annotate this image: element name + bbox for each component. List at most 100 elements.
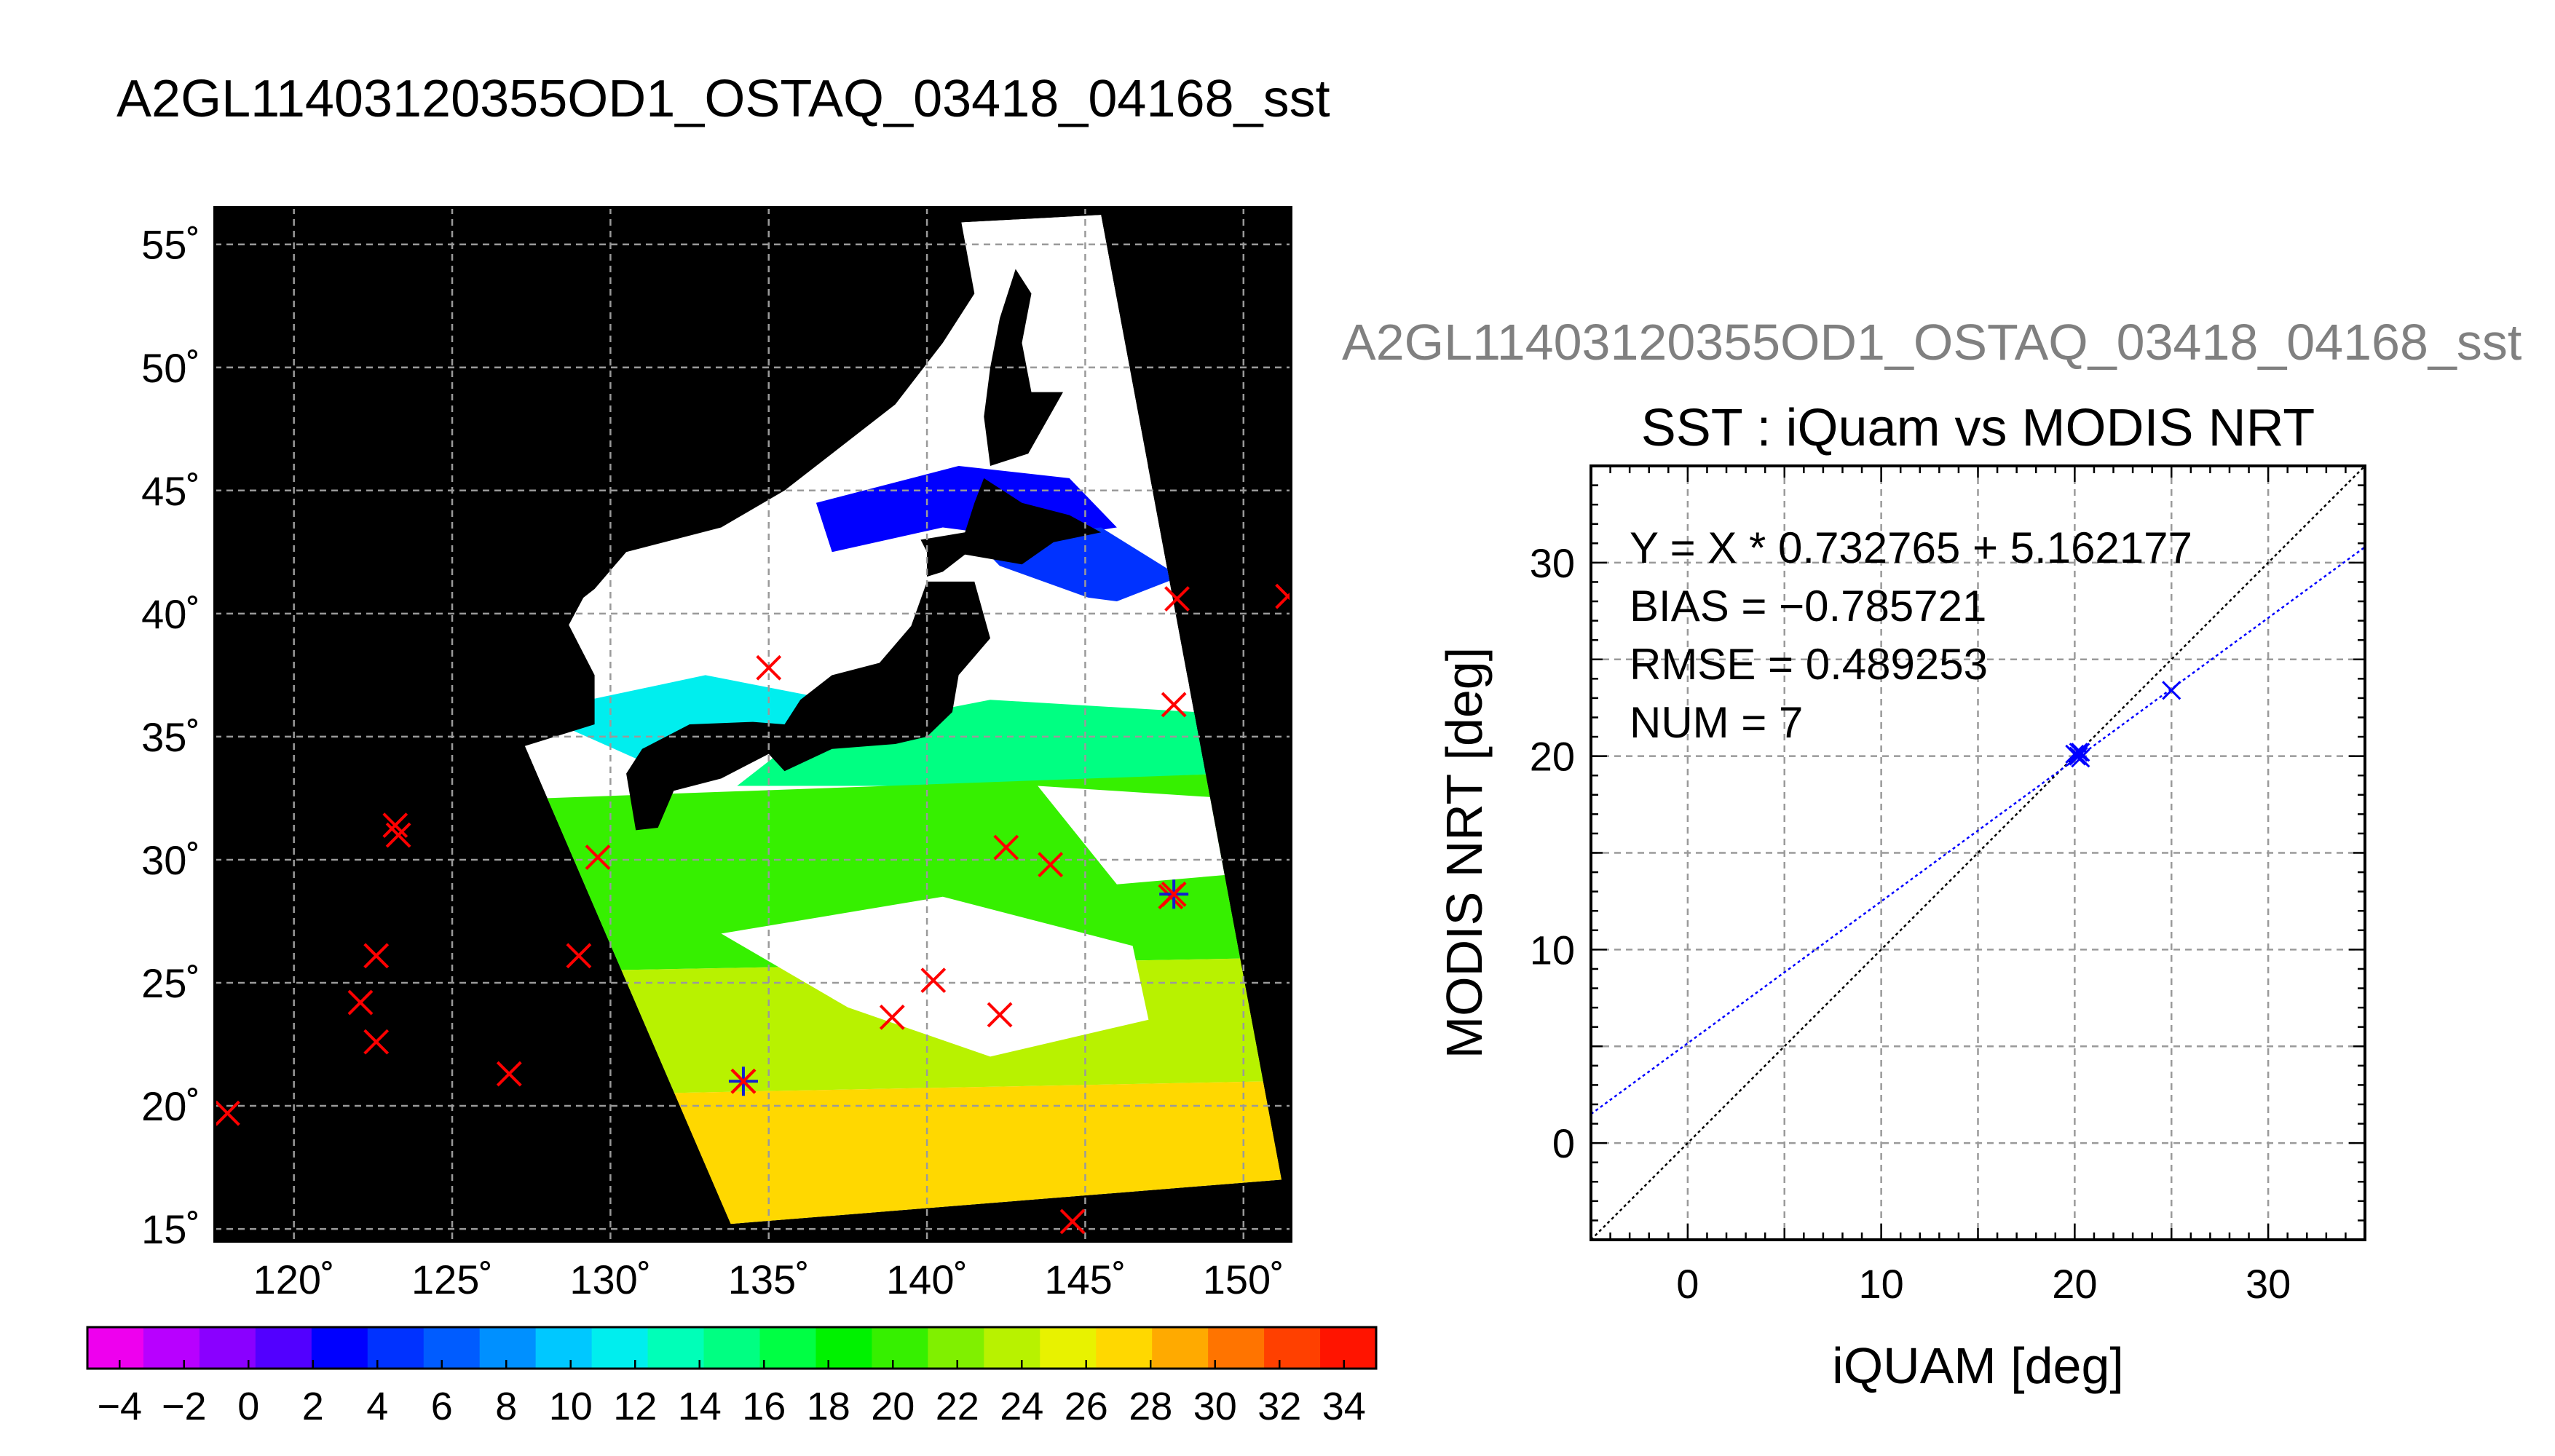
land-mask <box>215 207 975 1013</box>
buoy-marker <box>347 989 374 1016</box>
map-lat-tick-label: 20˚ <box>141 1083 200 1129</box>
colorbar-swatch <box>535 1327 593 1369</box>
buoy-marker <box>215 1100 240 1126</box>
map-lat-tick-label: 50˚ <box>141 345 200 391</box>
matchup-marker <box>728 1067 758 1096</box>
buoy-marker <box>1161 692 1187 718</box>
buoy-marker <box>1275 583 1291 609</box>
cloud-region <box>547 601 753 688</box>
colorbar-tick-label: 6 <box>431 1385 453 1428</box>
scatter-point <box>2065 744 2085 764</box>
colorbar-tick-label: 16 <box>742 1385 786 1428</box>
colorbar-tick-label: 24 <box>1000 1385 1043 1428</box>
buoy-marker <box>363 1029 390 1055</box>
marker-stroke <box>2065 744 2085 764</box>
marker-stroke <box>756 654 782 681</box>
cloud-region <box>721 896 1149 1057</box>
colorbar-swatch <box>1040 1327 1097 1369</box>
marker-stroke <box>566 943 592 969</box>
colorbar-swatch <box>143 1327 200 1369</box>
sst-region <box>737 700 1228 786</box>
marker-stroke <box>987 1002 1013 1028</box>
colorbar-tick-label: 4 <box>366 1385 388 1428</box>
scatter-point <box>2069 743 2088 762</box>
marker-cross <box>1161 881 1187 907</box>
marker-stroke <box>1275 591 1291 609</box>
map-lon-tick-label: 140˚ <box>886 1257 968 1302</box>
marker-stroke <box>2069 746 2088 766</box>
colorbar-tick-label: 8 <box>495 1385 517 1428</box>
marker-stroke <box>347 989 374 1016</box>
colorbar-swatch <box>928 1327 984 1369</box>
buoy-marker <box>1038 852 1064 878</box>
map-lon-tick-label: 125˚ <box>411 1257 493 1302</box>
matchup-marker <box>1159 879 1189 909</box>
colorbar-tick-label: 26 <box>1065 1385 1108 1428</box>
map-grid <box>215 207 1291 1241</box>
buoy-marker <box>987 1002 1013 1028</box>
colorbar-tick-label: 14 <box>678 1385 722 1428</box>
colorbar-swatch <box>255 1327 312 1369</box>
marker-stroke <box>382 812 408 839</box>
colorbar-swatch <box>816 1327 872 1369</box>
marker-stroke <box>730 1068 757 1094</box>
marker-stroke <box>879 1004 905 1030</box>
map-frame <box>213 206 1292 1243</box>
colorbar-tick-label: 0 <box>237 1385 259 1428</box>
marker-stroke <box>2069 743 2088 762</box>
colorbar-swatch <box>591 1327 649 1369</box>
scatter-y-tick-label: 30 <box>1530 540 1575 586</box>
marker-stroke <box>215 1100 240 1126</box>
marker-stroke <box>363 1029 390 1055</box>
map-lon-tick-label: 135˚ <box>728 1257 810 1302</box>
marker-stroke <box>1164 586 1190 612</box>
scatter-stat-line: RMSE = 0.489253 <box>1630 640 1988 689</box>
map-markers <box>215 583 1291 1235</box>
colorbar-frame <box>86 1326 1378 1370</box>
marker-stroke <box>1059 1208 1086 1235</box>
colorbar-tick-label: 12 <box>613 1385 657 1428</box>
marker-stroke <box>920 968 947 994</box>
map-lon-tick-label: 130˚ <box>569 1257 651 1302</box>
colorbar-tick-label: 22 <box>936 1385 979 1428</box>
scatter-stat-line: Y = X * 0.732765 + 5.162177 <box>1630 523 2192 572</box>
scatter-y-tick-label: 0 <box>1552 1120 1575 1166</box>
scatter-y-tick-label: 20 <box>1530 734 1575 780</box>
colorbar-swatch <box>1096 1327 1153 1369</box>
colorbar-swatch <box>1264 1327 1321 1369</box>
colorbar-tick-label: 10 <box>549 1385 593 1428</box>
scatter-y-axis-label: MODIS NRT [deg] <box>1436 647 1493 1059</box>
scatter-stat-line: BIAS = −0.785721 <box>1630 582 1986 630</box>
buoy-marker <box>879 1004 905 1030</box>
buoy-marker <box>756 654 782 681</box>
marker-stroke <box>363 943 390 969</box>
land-mask <box>293 975 358 1057</box>
marker-stroke <box>2162 681 2181 700</box>
land-mask <box>0 1101 9 1147</box>
colorbar: −4 −2 0 2 4 6 8 10 12 14 16 18 20 22 24 26 28 30 32 34 <box>86 1326 1378 1428</box>
buoy-marker <box>1164 586 1190 612</box>
colorbar-tick-label: −2 <box>162 1385 207 1428</box>
buoy-marker <box>993 834 1019 860</box>
marker-stroke <box>1038 852 1064 878</box>
land-mask <box>674 207 832 245</box>
map-lon-tick-label: 120˚ <box>253 1257 335 1302</box>
map-lat-tick-label: 40˚ <box>141 591 200 637</box>
colorbar-tick-label: 2 <box>302 1385 324 1428</box>
scatter-x-tick-label: 0 <box>1676 1261 1699 1307</box>
buoy-marker <box>920 968 947 994</box>
buoy-marker <box>496 1061 522 1087</box>
sst-region <box>641 1081 1282 1224</box>
map-plot-area <box>0 207 1291 1241</box>
buoy-marker <box>1059 1208 1086 1235</box>
marker-stroke <box>1161 881 1187 907</box>
colorbar-tick-label: −4 <box>97 1385 142 1428</box>
map-lat-tick-label: 45˚ <box>141 468 200 514</box>
buoy-marker <box>363 943 390 969</box>
marker-stroke <box>585 844 611 870</box>
scatter-x-tick-label: 30 <box>2246 1261 2291 1307</box>
map-lat-tick-label: 30˚ <box>141 837 200 883</box>
colorbar-swatch <box>479 1327 537 1369</box>
colorbar-swatch <box>984 1327 1040 1369</box>
